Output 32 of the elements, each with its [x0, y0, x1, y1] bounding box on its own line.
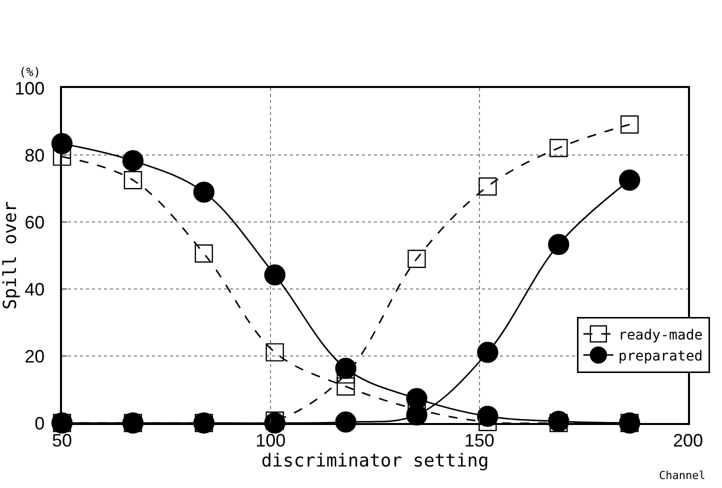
- y-axis-title: Spill over: [0, 201, 21, 310]
- point: [266, 343, 284, 362]
- point: [477, 342, 498, 363]
- point: [336, 377, 355, 396]
- x-tick-label: 100: [256, 430, 286, 450]
- y-tick-label: 40: [24, 279, 45, 300]
- point: [264, 264, 286, 286]
- x-tick-label: 50: [52, 430, 72, 450]
- x-tick-label: 150: [464, 430, 494, 450]
- text: Channel: [659, 469, 706, 482]
- legend-label: ready-made: [618, 327, 703, 344]
- y-tick-label: 80: [24, 145, 45, 166]
- point: [618, 170, 640, 191]
- x-axis-title: discriminator setting: [261, 450, 489, 472]
- y-tick-label: 0: [34, 413, 45, 434]
- text: (%): [19, 65, 41, 79]
- point: [122, 150, 144, 172]
- y-tick-label: 100: [14, 78, 45, 98]
- legend-label: preparated: [618, 348, 703, 365]
- point: [620, 115, 639, 134]
- point: [550, 138, 568, 158]
- point: [193, 182, 214, 203]
- point: [548, 234, 570, 256]
- y-tick-label: 20: [24, 346, 45, 366]
- point: [52, 148, 72, 166]
- point: [124, 171, 142, 190]
- x-tick-label: 200: [672, 430, 704, 450]
- point: [266, 412, 284, 430]
- point: [194, 244, 213, 263]
- point: [478, 177, 497, 196]
- y-tick-label: 60: [24, 212, 45, 232]
- point: [408, 250, 426, 268]
